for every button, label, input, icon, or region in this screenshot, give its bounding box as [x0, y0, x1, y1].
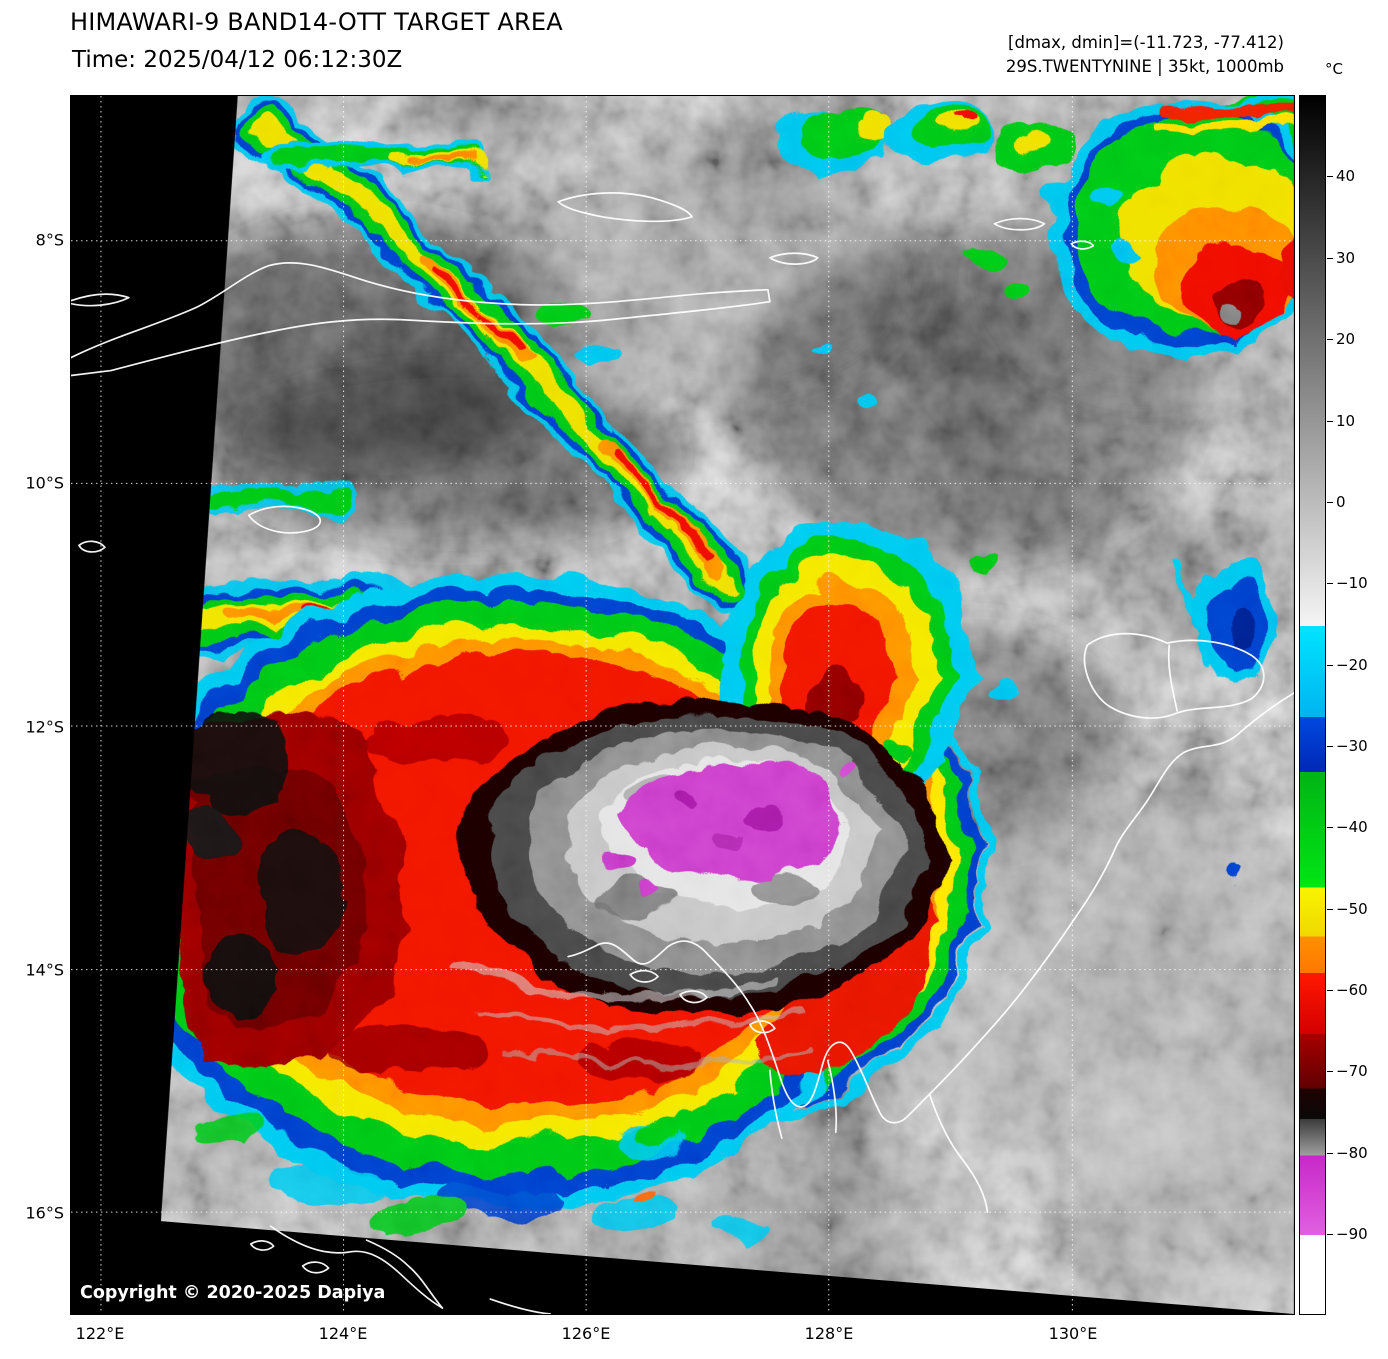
y-axis-label: 16°S [25, 1203, 64, 1223]
stat-dmax-dmin: [dmax, dmin]=(-11.723, -77.412) [1008, 33, 1284, 52]
colorbar-tick: −30 [1327, 737, 1368, 755]
satellite-map-svg [70, 96, 1295, 1315]
colorbar-tick: −70 [1327, 1062, 1368, 1080]
x-axis-label: 130°E [1048, 1324, 1098, 1343]
colorbar-tick: 20 [1326, 330, 1356, 348]
colorbar-tick: −40 [1327, 818, 1368, 836]
y-axis-label: 8°S [35, 230, 64, 250]
satellite-image [70, 95, 1295, 1315]
copyright-text: Copyright © 2020-2025 Dapiya [80, 1283, 386, 1303]
coastlines [70, 192, 1295, 1315]
y-axis-label: 10°S [25, 473, 64, 493]
storm-info: 29S.TWENTYNINE | 35kt, 1000mb [1005, 57, 1284, 76]
figure-time: Time: 2025/04/12 06:12:30Z [72, 47, 403, 73]
colorbar [1299, 95, 1326, 1315]
colorbar-tick: −50 [1327, 900, 1368, 918]
colorbar-tick: −10 [1327, 574, 1368, 592]
colorbar-tick: 30 [1326, 249, 1356, 267]
gridlines [71, 96, 1294, 1314]
colorbar-tick: −80 [1327, 1144, 1368, 1162]
colorbar-tick: 0 [1327, 493, 1346, 511]
y-axis-label: 12°S [25, 717, 64, 737]
figure-title: HIMAWARI-9 BAND14-OTT TARGET AREA [70, 8, 563, 36]
colorbar-tick: −20 [1327, 656, 1368, 674]
x-axis-label: 124°E [318, 1324, 368, 1343]
y-axis-label: 14°S [25, 960, 64, 980]
colorbar-tick: −90 [1327, 1225, 1368, 1243]
colorbar-tick: 40 [1326, 167, 1356, 185]
x-axis-label: 122°E [75, 1324, 125, 1343]
colorbar-tick: −60 [1327, 981, 1368, 999]
x-axis-label: 126°E [561, 1324, 611, 1343]
colorbar-unit: °C [1325, 60, 1343, 78]
satellite-data-swath [160, 96, 1294, 1314]
x-axis-label: 128°E [804, 1324, 854, 1343]
colorbar-tick: 10 [1326, 412, 1356, 430]
